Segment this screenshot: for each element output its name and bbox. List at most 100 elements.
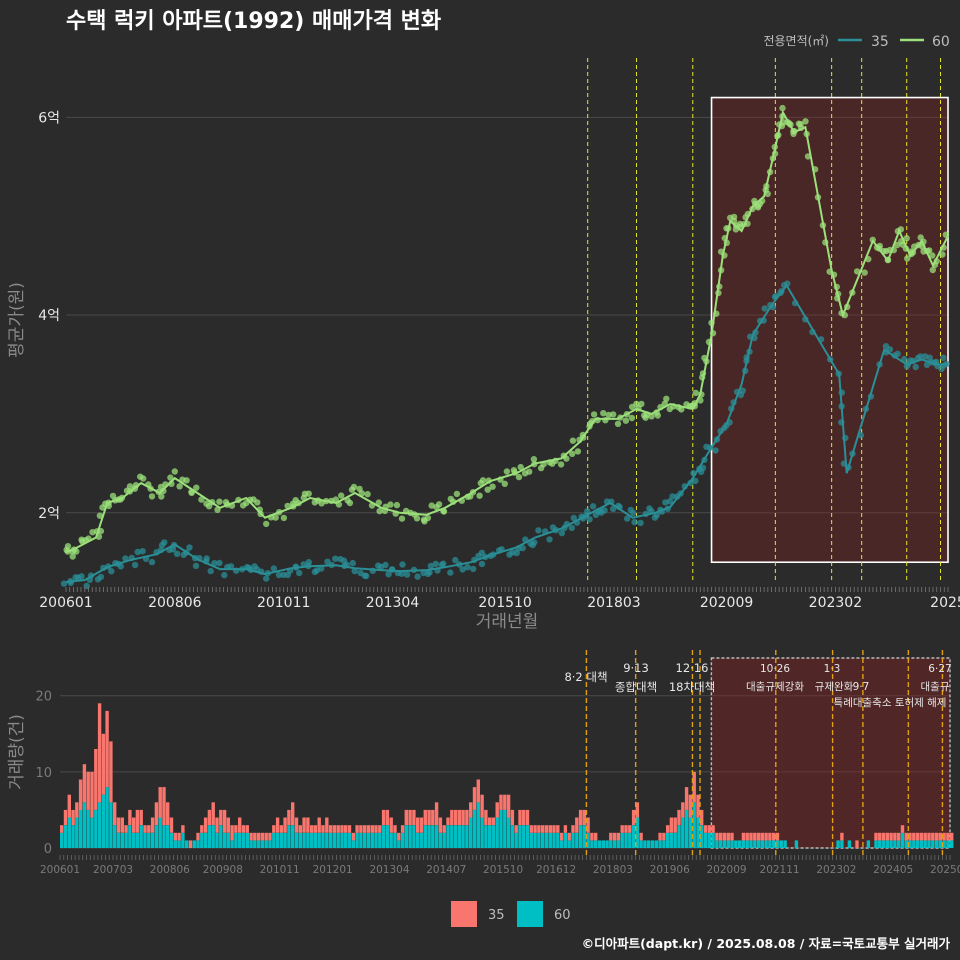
bar-35 bbox=[571, 825, 575, 833]
bar-60 bbox=[764, 840, 768, 848]
bar-60 bbox=[381, 825, 386, 848]
data-point-35 bbox=[601, 507, 608, 514]
bar-60 bbox=[389, 832, 393, 848]
bar-35 bbox=[749, 832, 753, 841]
bar-35 bbox=[586, 817, 590, 833]
bar-60 bbox=[643, 840, 647, 848]
bar-60 bbox=[631, 825, 636, 848]
data-point-60 bbox=[64, 543, 72, 550]
data-point-35 bbox=[464, 564, 471, 571]
data-point-35 bbox=[139, 548, 146, 555]
x-tick-label: 200601 bbox=[39, 595, 92, 611]
bar-35 bbox=[915, 832, 920, 841]
data-point-35 bbox=[519, 544, 526, 552]
data-point-60 bbox=[853, 268, 861, 275]
data-point-35 bbox=[349, 559, 356, 567]
bar-35 bbox=[238, 817, 242, 833]
bar-35 bbox=[147, 825, 151, 833]
bar-60 bbox=[336, 832, 340, 848]
data-point-35 bbox=[669, 493, 676, 500]
bar-35 bbox=[283, 817, 287, 833]
data-point-35 bbox=[427, 562, 435, 570]
bar-35 bbox=[484, 809, 488, 826]
bar-60 bbox=[298, 832, 302, 848]
bar-35 bbox=[931, 832, 935, 841]
bar-60 bbox=[268, 840, 272, 848]
bar-35 bbox=[472, 787, 477, 810]
bar-60 bbox=[938, 840, 942, 848]
data-point-60 bbox=[305, 490, 312, 497]
bar-35 bbox=[900, 825, 905, 833]
bar-35 bbox=[389, 817, 393, 833]
bar-60 bbox=[529, 832, 533, 848]
bar-60 bbox=[135, 832, 140, 848]
bar-35 bbox=[582, 809, 586, 826]
bar-35 bbox=[332, 825, 337, 833]
bar-60 bbox=[101, 794, 106, 848]
data-point-60 bbox=[338, 492, 345, 499]
data-point-35 bbox=[624, 515, 631, 522]
data-point-35 bbox=[610, 505, 617, 513]
data-point-35 bbox=[78, 573, 85, 580]
bar-60 bbox=[385, 825, 390, 848]
data-point-35 bbox=[363, 572, 370, 580]
bar-35 bbox=[715, 832, 719, 841]
data-point-60 bbox=[272, 514, 279, 521]
bar-60 bbox=[533, 832, 537, 848]
bar-60 bbox=[658, 840, 662, 848]
bar-35 bbox=[287, 809, 291, 826]
data-point-60 bbox=[628, 414, 636, 422]
bar-35 bbox=[264, 832, 268, 841]
bar-35 bbox=[768, 832, 772, 841]
data-point-60 bbox=[167, 474, 174, 481]
data-point-35 bbox=[414, 573, 421, 580]
bar-60 bbox=[514, 832, 518, 848]
bar-60 bbox=[226, 832, 230, 848]
x-tick-label: 201011 bbox=[260, 864, 300, 876]
data-point-35 bbox=[216, 559, 223, 567]
bar-60 bbox=[139, 825, 143, 848]
data-point-35 bbox=[211, 560, 218, 567]
bar-35 bbox=[86, 771, 90, 810]
x-tick-label: 200703 bbox=[93, 864, 133, 876]
data-point-35 bbox=[761, 305, 768, 312]
caption: ©디아파트(dapt.kr) / 2025.08.08 / 자료=국토교통부 실… bbox=[582, 936, 951, 951]
bar-35 bbox=[158, 787, 162, 818]
bar-60 bbox=[745, 840, 749, 848]
x-tick-label: 201510 bbox=[478, 595, 531, 611]
bar-60 bbox=[684, 809, 689, 848]
x-tick-label: 202508 bbox=[930, 864, 960, 876]
data-point-35 bbox=[173, 550, 181, 557]
bar-35 bbox=[764, 832, 768, 841]
bar-60 bbox=[768, 840, 772, 848]
bar-35 bbox=[438, 817, 443, 833]
bar-35 bbox=[181, 825, 185, 833]
bar-35 bbox=[476, 779, 480, 803]
data-point-60 bbox=[140, 475, 147, 482]
policy-label-9-7-name: 특례대출축소 토허제 해제 bbox=[834, 696, 947, 709]
data-point-60 bbox=[802, 118, 809, 125]
bar-60 bbox=[302, 832, 306, 848]
bar-35 bbox=[275, 817, 280, 833]
chart-title: 수택 럭키 아파트(1992) 매매가격 변화 bbox=[66, 9, 441, 34]
bar-60 bbox=[840, 840, 844, 848]
x-tick-label: 201407 bbox=[426, 864, 466, 876]
bar-60 bbox=[677, 825, 681, 848]
data-point-35 bbox=[382, 561, 389, 569]
bar-35 bbox=[272, 825, 276, 833]
bar-60 bbox=[908, 840, 912, 848]
data-point-60 bbox=[96, 512, 104, 519]
data-point-60 bbox=[387, 501, 394, 508]
data-point-60 bbox=[126, 483, 134, 490]
bar-35 bbox=[67, 794, 71, 818]
bar-60 bbox=[707, 832, 711, 848]
bar-60 bbox=[480, 817, 484, 848]
data-point-60 bbox=[563, 455, 570, 462]
bar-35 bbox=[461, 809, 465, 826]
bar-60 bbox=[332, 832, 337, 848]
bar-60 bbox=[639, 840, 643, 848]
bar-60 bbox=[753, 840, 757, 848]
bar-35 bbox=[200, 825, 204, 833]
bar-35 bbox=[173, 832, 177, 841]
data-point-35 bbox=[131, 561, 139, 569]
